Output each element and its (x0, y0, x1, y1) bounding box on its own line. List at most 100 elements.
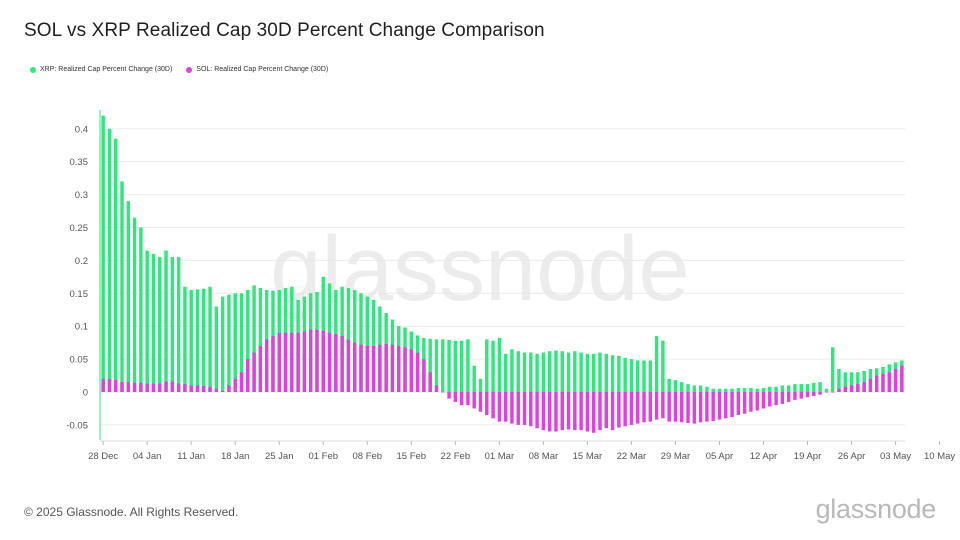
bar-sol (415, 352, 420, 392)
bar-xrp (698, 385, 703, 392)
bar-sol (604, 392, 608, 429)
bar-chart: -0.05 0 0.05 0.1 0.15 0.2 0.25 0.3 0.35 0.4 glassn… (66, 110, 955, 462)
bar-xrp (591, 353, 596, 392)
bar-xrp (202, 288, 206, 392)
bar-sol (856, 384, 860, 392)
bar-xrp (680, 382, 684, 392)
x-tick-label: 08 Mar (529, 451, 559, 462)
bar-xrp (780, 385, 785, 392)
bar-sol (227, 385, 231, 392)
bar-sol (591, 392, 596, 433)
y-tick-label: 0.35 (70, 157, 89, 168)
bar-sol (164, 381, 168, 392)
bar-sol (315, 329, 319, 392)
bar-sol (780, 392, 785, 404)
bar-xrp (692, 385, 697, 392)
bar-xrp (654, 336, 659, 392)
bar-xrp (749, 388, 753, 392)
bar-xrp (686, 384, 690, 392)
bar-sol (107, 378, 112, 392)
bar-xrp (120, 181, 124, 392)
bar-sol (774, 392, 778, 406)
x-tick-label: 08 Feb (352, 451, 382, 462)
bar-sol (698, 392, 703, 423)
x-tick-label: 28 Dec (88, 451, 118, 462)
bar-sol (183, 384, 187, 392)
bar-xrp (485, 339, 489, 392)
bar-xrp (711, 388, 715, 392)
bar-sol (390, 344, 395, 392)
bar-xrp (793, 384, 797, 392)
x-tick-label: 12 Apr (750, 451, 777, 462)
legend-label-xrp: XRP: Realized Cap Percent Change (30D) (40, 66, 173, 73)
bar-sol (132, 382, 137, 392)
bar-sol (692, 392, 697, 424)
bar-xrp (170, 257, 175, 392)
bar-sol (277, 332, 281, 392)
bar-xrp (642, 360, 646, 392)
bar-sol (736, 392, 741, 416)
bar-sol (359, 344, 363, 392)
bar-sol (881, 373, 885, 392)
bar-xrp (799, 384, 803, 392)
bar-sol (560, 392, 564, 431)
x-tick-label: 04 Jan (133, 451, 162, 462)
bar-xrp (522, 352, 527, 392)
legend-item-xrp[interactable]: XRP: Realized Cap Percent Change (30D) (30, 66, 172, 73)
bar-xrp (220, 296, 225, 392)
bar-xrp (635, 360, 640, 392)
bar-sol (680, 392, 684, 423)
bar-sol (176, 383, 181, 392)
bar-sol (793, 392, 797, 400)
bar-sol (579, 392, 583, 431)
bar-sol (246, 359, 250, 392)
bar-xrp (862, 370, 866, 392)
bar-xrp (573, 351, 577, 392)
bar-sol (264, 339, 269, 392)
bar-xrp (359, 293, 363, 392)
bar-sol (805, 392, 810, 398)
bar-xrp (623, 357, 627, 392)
bar-sol (384, 343, 388, 392)
bar-sol (862, 382, 866, 392)
bar-sol (585, 392, 590, 432)
bar-xrp (441, 339, 445, 392)
bar-sol (673, 392, 678, 422)
bar-xrp (717, 388, 722, 392)
legend-item-sol[interactable]: SOL: Realized Cap Percent Change (30D) (186, 66, 328, 73)
bar-xrp (151, 253, 156, 392)
bar-xrp (126, 201, 131, 392)
bar-sol (252, 352, 256, 392)
bar-xrp (724, 388, 728, 392)
bar-xrp (843, 372, 847, 392)
legend-label-sol: SOL: Realized Cap Percent Change (30D) (196, 66, 329, 73)
bar-sol (503, 392, 508, 422)
bar-xrp (516, 351, 520, 392)
y-tick-label: 0.2 (75, 256, 88, 267)
bar-sol (724, 392, 728, 419)
bar-xrp (107, 128, 112, 393)
bar-sol (208, 386, 212, 392)
bar-sol (239, 372, 244, 392)
bar-sol (466, 392, 470, 406)
bar-sol (529, 392, 533, 427)
bar-sol (705, 392, 709, 422)
bar-sol (893, 368, 898, 392)
y-tick-label: 0 (83, 388, 88, 399)
bar-xrp (604, 353, 608, 392)
bar-sol (409, 349, 414, 392)
bar-sol (158, 383, 162, 392)
bar-xrp (535, 353, 539, 392)
bar-sol (623, 392, 627, 427)
bar-sol (485, 392, 489, 416)
x-tick-label: 10 May (924, 451, 955, 462)
bar-xrp (491, 340, 495, 392)
bar-sol (749, 392, 753, 412)
bar-xrp (239, 293, 244, 392)
bar-xrp (667, 378, 671, 392)
bar-xrp (849, 372, 854, 392)
bar-sol (516, 392, 520, 425)
x-tick-label: 26 Apr (838, 451, 865, 462)
bar-sol (843, 386, 847, 392)
x-tick-label: 15 Feb (397, 451, 427, 462)
